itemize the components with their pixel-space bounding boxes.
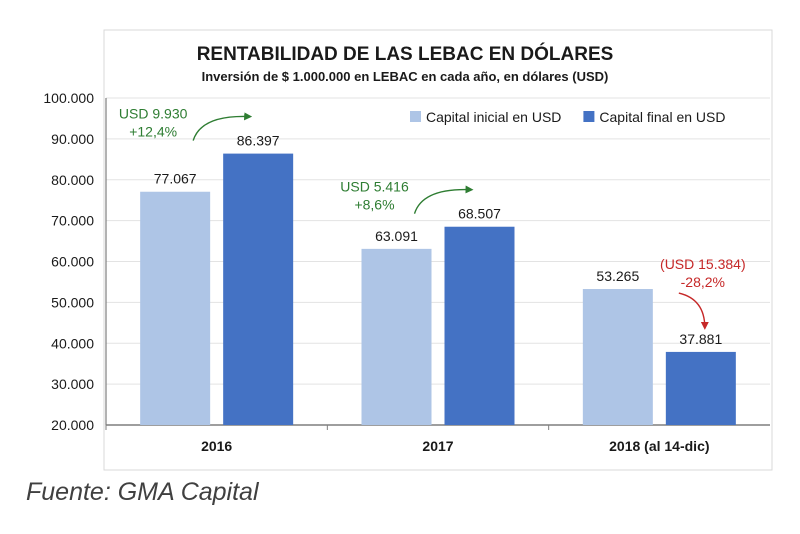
annotation-percent: -28,2% — [681, 274, 725, 290]
x-tick-label: 2016 — [201, 438, 232, 454]
y-tick-label: 90.000 — [51, 131, 94, 147]
legend-swatch — [410, 111, 421, 122]
y-tick-label: 40.000 — [51, 335, 94, 351]
annotation-percent: +8,6% — [354, 197, 394, 213]
annotation-amount: USD 9.930 — [119, 106, 188, 122]
bar-capital-final — [665, 351, 736, 425]
annotation-amount: USD 5.416 — [340, 179, 409, 195]
data-label: 86.397 — [237, 133, 280, 149]
y-tick-label: 50.000 — [51, 294, 94, 310]
annotation-arrow — [413, 185, 474, 214]
data-label: 63.091 — [375, 228, 418, 244]
source-note: Fuente: GMA Capital — [26, 478, 259, 506]
y-tick-label: 100.000 — [43, 90, 94, 106]
annotation-arrow — [678, 292, 709, 330]
legend-label: Capital final en USD — [599, 109, 725, 125]
data-label: 37.881 — [679, 331, 722, 347]
x-tick-label: 2018 (al 14-dic) — [609, 438, 709, 454]
chart-title: RENTABILIDAD DE LAS LEBAC EN DÓLARES — [197, 43, 614, 65]
annotation-arrow — [192, 112, 253, 141]
annotation-amount: (USD 15.384) — [660, 256, 746, 272]
legend-swatch — [583, 111, 595, 122]
bar-capital-inicial — [361, 248, 432, 425]
bar-capital-inicial — [140, 191, 211, 425]
data-label: 68.507 — [458, 206, 501, 222]
data-label: 53.265 — [596, 268, 639, 284]
chart-frame — [103, 29, 773, 471]
y-tick-label: 80.000 — [51, 172, 94, 188]
bar-capital-final — [223, 153, 294, 425]
annotation-percent: +12,4% — [129, 124, 177, 140]
bar-capital-final — [444, 226, 515, 425]
y-tick-label: 70.000 — [51, 213, 94, 229]
y-tick-label: 20.000 — [51, 417, 94, 433]
chart-subtitle: Inversión de $ 1.000.000 en LEBAC en cad… — [202, 69, 609, 84]
data-label: 77.067 — [154, 171, 197, 187]
y-tick-label: 30.000 — [51, 376, 94, 392]
x-tick-label: 2017 — [422, 438, 453, 454]
y-tick-label: 60.000 — [51, 254, 94, 270]
legend-label: Capital inicial en USD — [426, 109, 561, 125]
bar-capital-inicial — [582, 289, 653, 425]
